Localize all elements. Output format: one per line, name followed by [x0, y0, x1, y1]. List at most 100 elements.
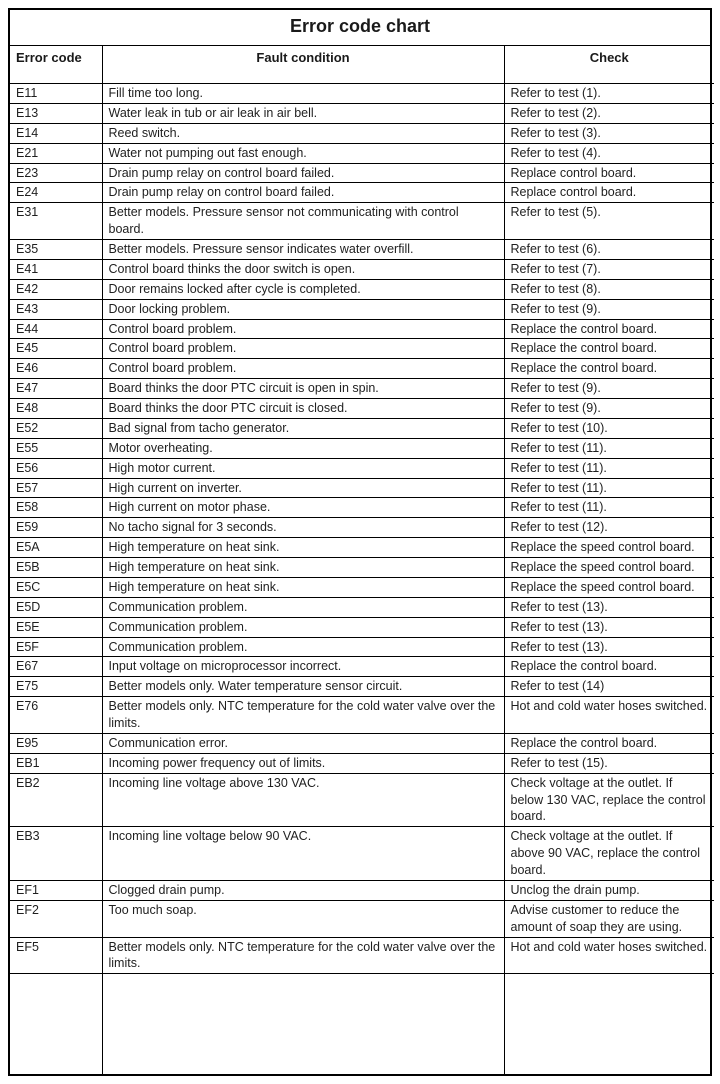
cell-check: Replace the control board. [504, 319, 714, 339]
table-row: E95Communication error.Replace the contr… [10, 733, 714, 753]
cell-check: Replace the control board. [504, 339, 714, 359]
cell-check: Replace control board. [504, 183, 714, 203]
table-row: E45Control board problem.Replace the con… [10, 339, 714, 359]
cell-check: Hot and cold water hoses switched. [504, 697, 714, 734]
table-row: E11Fill time too long.Refer to test (1). [10, 84, 714, 104]
cell-check: Replace control board. [504, 163, 714, 183]
cell-error-code: E58 [10, 498, 102, 518]
cell-fault-condition: High current on motor phase. [102, 498, 504, 518]
table-row: E5CHigh temperature on heat sink.Replace… [10, 577, 714, 597]
cell-error-code: EF5 [10, 937, 102, 974]
cell-error-code: E42 [10, 279, 102, 299]
table-row: E13Water leak in tub or air leak in air … [10, 103, 714, 123]
table-row: E44Control board problem.Replace the con… [10, 319, 714, 339]
cell-fault-condition: High temperature on heat sink. [102, 558, 504, 578]
cell-check: Refer to test (9). [504, 399, 714, 419]
table-row: E23Drain pump relay on control board fai… [10, 163, 714, 183]
cell-error-code: E14 [10, 123, 102, 143]
cell-error-code: E5C [10, 577, 102, 597]
cell-check: Refer to test (13). [504, 637, 714, 657]
cell-fault-condition: Better models only. NTC temperature for … [102, 937, 504, 974]
chart-title: Error code chart [10, 10, 710, 46]
cell-fault-condition: Incoming power frequency out of limits. [102, 753, 504, 773]
cell-fault-condition: Communication problem. [102, 637, 504, 657]
cell-fault-condition: Control board thinks the door switch is … [102, 259, 504, 279]
table-row: EF2Too much soap.Advise customer to redu… [10, 900, 714, 937]
cell-check: Refer to test (13). [504, 617, 714, 637]
cell-check: Refer to test (14) [504, 677, 714, 697]
cell-error-code: E23 [10, 163, 102, 183]
cell-check: Refer to test (4). [504, 143, 714, 163]
cell-check: Advise customer to reduce the amount of … [504, 900, 714, 937]
cell-error-code: E95 [10, 733, 102, 753]
cell-error-code: E5E [10, 617, 102, 637]
spacer-cell [10, 974, 102, 1074]
cell-error-code: EF1 [10, 880, 102, 900]
cell-check: Refer to test (10). [504, 418, 714, 438]
cell-fault-condition: Door remains locked after cycle is compl… [102, 279, 504, 299]
cell-check: Refer to test (13). [504, 597, 714, 617]
cell-fault-condition: Board thinks the door PTC circuit is ope… [102, 379, 504, 399]
cell-fault-condition: Control board problem. [102, 359, 504, 379]
cell-fault-condition: Control board problem. [102, 339, 504, 359]
spacer-cell [504, 974, 714, 1074]
cell-check: Refer to test (2). [504, 103, 714, 123]
cell-error-code: E31 [10, 203, 102, 240]
cell-check: Refer to test (11). [504, 498, 714, 518]
error-code-chart: Error code chart Error code Fault condit… [8, 8, 712, 1076]
table-row: EB2Incoming line voltage above 130 VAC.C… [10, 773, 714, 827]
cell-error-code: E11 [10, 84, 102, 104]
cell-fault-condition: Communication problem. [102, 597, 504, 617]
header-fault-condition: Fault condition [102, 46, 504, 84]
cell-check: Refer to test (9). [504, 299, 714, 319]
cell-error-code: E46 [10, 359, 102, 379]
cell-fault-condition: Board thinks the door PTC circuit is clo… [102, 399, 504, 419]
cell-check: Hot and cold water hoses switched. [504, 937, 714, 974]
cell-check: Replace the speed control board. [504, 558, 714, 578]
cell-fault-condition: High motor current. [102, 458, 504, 478]
cell-fault-condition: Door locking problem. [102, 299, 504, 319]
cell-error-code: E44 [10, 319, 102, 339]
cell-error-code: EB2 [10, 773, 102, 827]
cell-error-code: E43 [10, 299, 102, 319]
cell-fault-condition: Clogged drain pump. [102, 880, 504, 900]
cell-error-code: EB1 [10, 753, 102, 773]
cell-check: Refer to test (1). [504, 84, 714, 104]
table-row: E31Better models. Pressure sensor not co… [10, 203, 714, 240]
table-row: E5DCommunication problem.Refer to test (… [10, 597, 714, 617]
cell-error-code: E52 [10, 418, 102, 438]
cell-error-code: E67 [10, 657, 102, 677]
cell-check: Refer to test (6). [504, 240, 714, 260]
cell-fault-condition: High temperature on heat sink. [102, 538, 504, 558]
header-check: Check [504, 46, 714, 84]
cell-fault-condition: Incoming line voltage above 130 VAC. [102, 773, 504, 827]
cell-check: Refer to test (9). [504, 379, 714, 399]
cell-check: Refer to test (11). [504, 438, 714, 458]
table-row: E5ECommunication problem.Refer to test (… [10, 617, 714, 637]
table-row: E5FCommunication problem.Refer to test (… [10, 637, 714, 657]
table-row: E47Board thinks the door PTC circuit is … [10, 379, 714, 399]
cell-fault-condition: Incoming line voltage below 90 VAC. [102, 827, 504, 881]
cell-fault-condition: Too much soap. [102, 900, 504, 937]
cell-error-code: E35 [10, 240, 102, 260]
cell-fault-condition: No tacho signal for 3 seconds. [102, 518, 504, 538]
cell-fault-condition: High temperature on heat sink. [102, 577, 504, 597]
cell-error-code: E56 [10, 458, 102, 478]
cell-error-code: EF2 [10, 900, 102, 937]
cell-check: Replace the speed control board. [504, 577, 714, 597]
table-row: E75Better models only. Water temperature… [10, 677, 714, 697]
cell-check: Check voltage at the outlet. If below 13… [504, 773, 714, 827]
cell-error-code: E47 [10, 379, 102, 399]
table-row: E76Better models only. NTC temperature f… [10, 697, 714, 734]
table-row: E56High motor current.Refer to test (11)… [10, 458, 714, 478]
table-row: E41Control board thinks the door switch … [10, 259, 714, 279]
table-row: E52Bad signal from tacho generator.Refer… [10, 418, 714, 438]
cell-fault-condition: Communication error. [102, 733, 504, 753]
cell-check: Refer to test (15). [504, 753, 714, 773]
cell-check: Replace the control board. [504, 359, 714, 379]
table-row: E5AHigh temperature on heat sink.Replace… [10, 538, 714, 558]
table-row: E24Drain pump relay on control board fai… [10, 183, 714, 203]
cell-error-code: E76 [10, 697, 102, 734]
error-code-table: Error code Fault condition Check E11Fill… [10, 46, 714, 1074]
cell-fault-condition: Reed switch. [102, 123, 504, 143]
